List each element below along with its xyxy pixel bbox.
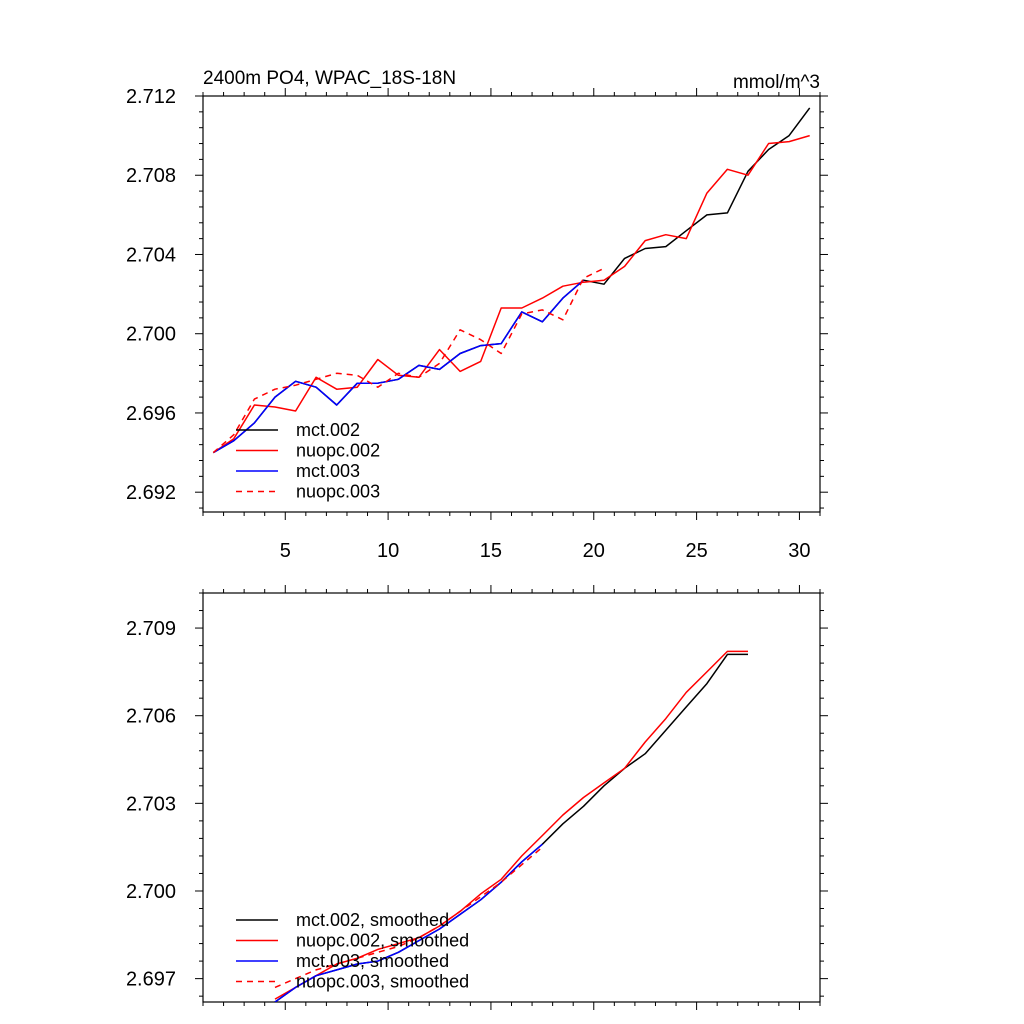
y-tick-label: 2.692 — [126, 482, 176, 504]
legend-label: nuopc.003 — [296, 482, 380, 502]
x-tick-label: 15 — [480, 540, 502, 562]
top-chart-units: mmol/m^3 — [733, 72, 820, 93]
series-line-mct-002 — [212, 107, 811, 454]
bottom-chart-panel: 2.697 2.700 2.703 2.706 2.709 mct.002, smooth… — [126, 585, 828, 1010]
legend-label: nuopc.002, smoothed — [296, 931, 469, 951]
top-chart-title: 2400m PO4, WPAC_18S-18N — [203, 68, 456, 89]
legend-label: mct.002, smoothed — [296, 910, 449, 930]
legend-label: mct.003, smoothed — [296, 951, 449, 971]
y-tick-label: 2.703 — [126, 793, 176, 815]
y-tick-label: 2.704 — [126, 244, 176, 266]
legend-label: mct.003 — [296, 461, 360, 481]
series-line-nuopc-002 — [212, 134, 810, 454]
legend-label: nuopc.002 — [296, 441, 380, 461]
x-tick-label: 20 — [583, 540, 605, 562]
y-tick-label: 2.709 — [126, 618, 176, 640]
y-tick-label: 2.700 — [126, 324, 176, 346]
top-chart-panel: 2400m PO4, WPAC_18S-18N mmol/m^3 5 10 15 20… — [126, 68, 828, 562]
series-line-nuopc-002-smoothed — [274, 650, 748, 1000]
series-line-nuopc-003-smoothed — [274, 846, 543, 989]
x-tick-label: 25 — [685, 540, 707, 562]
series-line-mct-003 — [212, 279, 584, 454]
y-tick-label: 2.696 — [126, 403, 176, 425]
y-tick-label: 2.697 — [126, 969, 176, 991]
y-tick-label: 2.708 — [126, 165, 176, 187]
x-tick-label: 5 — [280, 540, 291, 562]
legend-label: mct.002 — [296, 420, 360, 440]
series-line-nuopc-003 — [212, 267, 605, 454]
x-tick-label: 30 — [788, 540, 810, 562]
legend-label: nuopc.003, smoothed — [296, 972, 469, 992]
x-tick-label: 10 — [377, 540, 399, 562]
y-tick-label: 2.706 — [126, 706, 176, 728]
y-tick-label: 2.712 — [126, 86, 176, 108]
y-tick-label: 2.700 — [126, 881, 176, 903]
